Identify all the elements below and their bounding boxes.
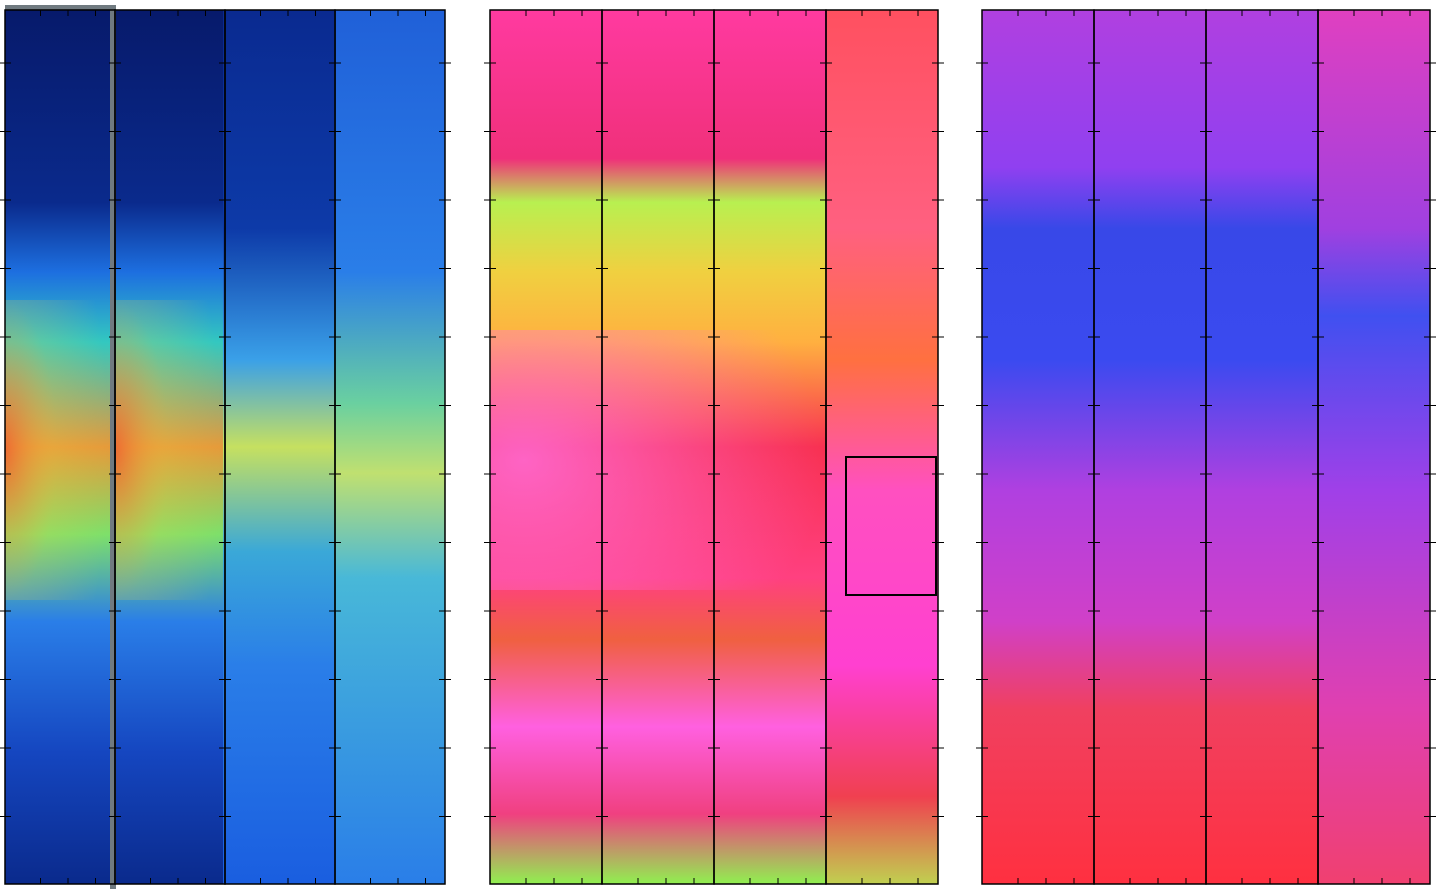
highlight-box <box>845 456 937 596</box>
map-glow <box>5 300 110 600</box>
map-strip <box>334 10 445 884</box>
divider-bar <box>5 5 115 10</box>
map-strip <box>223 10 334 884</box>
strip-frame <box>334 9 446 885</box>
divider-bar <box>110 5 116 889</box>
strip-frame <box>1317 9 1431 885</box>
map-glow <box>115 300 223 600</box>
map-strip <box>1319 10 1430 884</box>
frames <box>0 9 1436 885</box>
strip-frame <box>825 9 939 885</box>
panels <box>5 5 1430 889</box>
map-strip <box>982 10 1319 884</box>
map-glow <box>490 330 827 590</box>
map-strip <box>827 10 938 884</box>
